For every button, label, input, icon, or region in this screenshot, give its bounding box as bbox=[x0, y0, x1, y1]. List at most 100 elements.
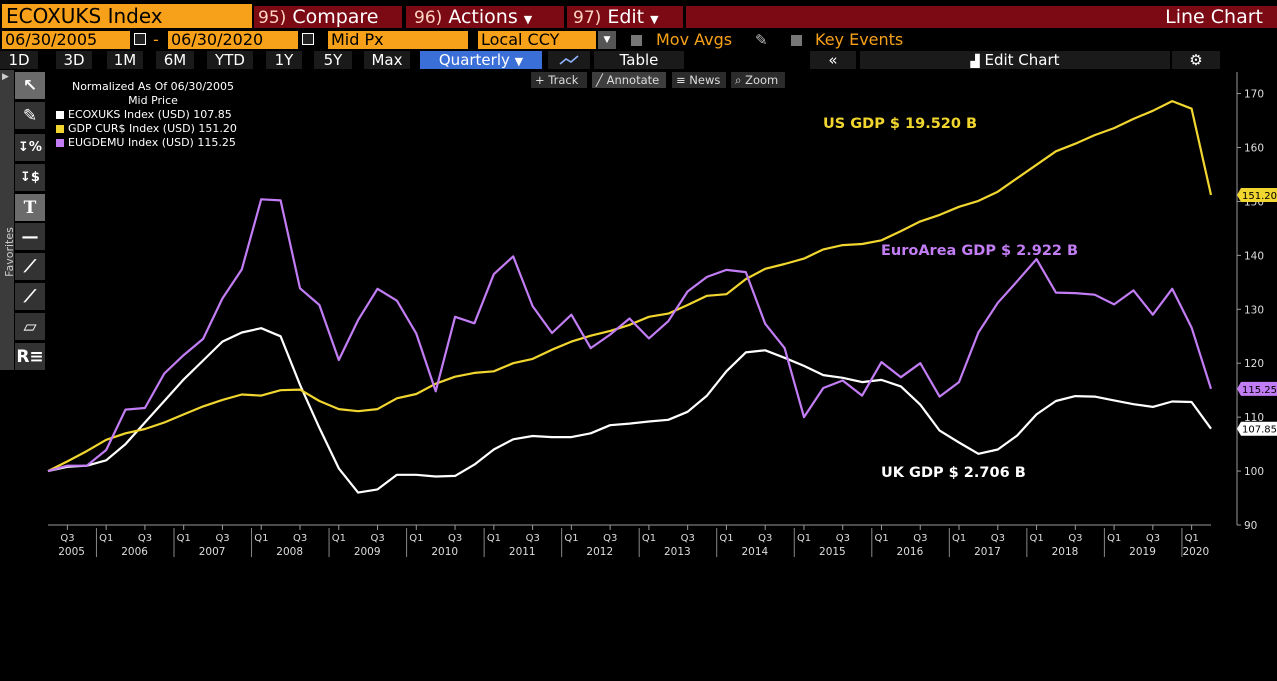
annotate-icon: ╱ bbox=[596, 73, 607, 87]
expand-arrow-icon[interactable]: ▶ bbox=[2, 72, 9, 82]
actions-number: 96) bbox=[414, 8, 443, 28]
y-tick-label: 170 bbox=[1244, 89, 1264, 101]
news-icon: ≡ bbox=[676, 73, 690, 87]
legend-item-eu: EUGDEMU Index (USD) 115.25 bbox=[56, 136, 250, 150]
currency-select[interactable]: Local CCY bbox=[478, 31, 596, 49]
ray-line-icon[interactable]: ⟋ bbox=[15, 283, 45, 311]
year-label: 2010 bbox=[431, 546, 458, 558]
legend-swatch-us bbox=[56, 125, 64, 133]
us-gdp-annotation: US GDP $ 19.520 B bbox=[823, 116, 978, 132]
percent-tool-icon[interactable]: ↧% bbox=[15, 134, 45, 162]
mov-avgs-label: Mov Avgs bbox=[656, 30, 733, 49]
x-tick-label: Q3 bbox=[913, 533, 927, 544]
x-tick-label: Q3 bbox=[1068, 533, 1082, 544]
compare-label: Compare bbox=[292, 6, 379, 28]
compare-button[interactable]: 95) Compare bbox=[254, 6, 402, 28]
edit-button[interactable]: 97) Edit ▼ bbox=[567, 6, 683, 28]
year-label: 2020 bbox=[1182, 546, 1209, 558]
year-label: 2005 bbox=[58, 546, 85, 558]
favorites-panel[interactable] bbox=[0, 70, 14, 370]
range-1y[interactable]: 1Y bbox=[266, 51, 302, 69]
range-6m[interactable]: 6M bbox=[156, 51, 194, 69]
legend-item-us: GDP CUR$ Index (USD) 151.20 bbox=[56, 122, 250, 136]
last-value-label-1: 151.20 bbox=[1242, 191, 1277, 202]
news-button[interactable]: ≡ News bbox=[672, 72, 726, 88]
draw-tool-icon[interactable]: ✎ bbox=[15, 102, 45, 130]
year-label: 2018 bbox=[1052, 546, 1079, 558]
zoom-button[interactable]: ⌕ Zoom bbox=[731, 72, 785, 88]
title-bar bbox=[686, 6, 1277, 28]
ticker-box[interactable]: ECOXUKS Index bbox=[2, 4, 252, 28]
euro-gdp-annotation: EuroArea GDP $ 2.922 B bbox=[881, 243, 1079, 259]
range-ytd[interactable]: YTD bbox=[207, 51, 253, 69]
range-1d[interactable]: 1D bbox=[0, 51, 38, 69]
series-line-2 bbox=[47, 198, 1213, 473]
uk-gdp-annotation: UK GDP $ 2.706 B bbox=[881, 465, 1026, 481]
pencil-icon[interactable]: ✎ bbox=[755, 31, 768, 49]
last-value-tag-1 bbox=[1237, 187, 1277, 202]
x-tick-label: Q3 bbox=[293, 533, 307, 544]
range-3d[interactable]: 3D bbox=[56, 51, 92, 69]
edit-chart-button[interactable]: ▟ Edit Chart bbox=[860, 51, 1170, 69]
start-date-field[interactable]: 06/30/2005 bbox=[2, 31, 130, 49]
currency-dropdown-icon[interactable]: ▼ bbox=[598, 31, 616, 49]
period-label: Quarterly bbox=[438, 51, 510, 69]
x-tick-label: Q3 bbox=[758, 533, 772, 544]
end-calendar-icon[interactable] bbox=[302, 33, 314, 45]
pointer-tool-icon[interactable]: ↖ bbox=[15, 72, 45, 100]
legend-label-eu: EUGDEMU Index (USD) bbox=[68, 136, 194, 149]
x-tick-label: Q1 bbox=[874, 533, 888, 544]
field-select[interactable]: Mid Px bbox=[328, 31, 468, 49]
line-chart-icon[interactable] bbox=[548, 51, 590, 69]
x-tick-label: Q1 bbox=[254, 533, 268, 544]
key-events-checkbox[interactable] bbox=[791, 35, 802, 46]
series-line-0 bbox=[47, 327, 1212, 494]
zoom-label: Zoom bbox=[745, 73, 779, 87]
range-max[interactable]: Max bbox=[364, 51, 410, 69]
track-label: Track bbox=[548, 73, 579, 87]
text-tool-icon[interactable]: T bbox=[15, 194, 45, 222]
list-tool-icon[interactable]: R≡ bbox=[15, 343, 45, 371]
legend-value-uk: 107.85 bbox=[193, 108, 232, 121]
compare-number: 95) bbox=[258, 8, 287, 28]
x-tick-label: Q1 bbox=[797, 533, 811, 544]
track-button[interactable]: + Track bbox=[531, 72, 587, 88]
end-date-field[interactable]: 06/30/2020 bbox=[168, 31, 298, 49]
zoom-icon: ⌕ bbox=[735, 73, 746, 87]
year-label: 2008 bbox=[276, 546, 303, 558]
period-select[interactable]: Quarterly ▼ bbox=[420, 51, 542, 69]
x-tick-label: Q3 bbox=[526, 533, 540, 544]
horizontal-line-icon[interactable]: — bbox=[15, 223, 45, 251]
x-tick-label: Q1 bbox=[642, 533, 656, 544]
mov-avgs-checkbox[interactable] bbox=[631, 35, 642, 46]
table-button[interactable]: Table bbox=[594, 51, 684, 69]
legend-value-eu: 115.25 bbox=[197, 136, 236, 149]
annotate-label: Annotate bbox=[606, 73, 660, 87]
ticker-label: ECOXUKS Index bbox=[6, 4, 163, 28]
dollar-tool-icon[interactable]: ↧$ bbox=[15, 164, 45, 192]
x-tick-label: Q3 bbox=[215, 533, 229, 544]
settings-gear-icon[interactable]: ⚙ bbox=[1172, 51, 1220, 69]
actions-arrow-icon: ▼ bbox=[523, 13, 533, 26]
period-arrow-icon: ▼ bbox=[514, 55, 524, 68]
actions-button[interactable]: 96) Actions ▼ bbox=[406, 6, 564, 28]
y-tick-label: 140 bbox=[1244, 250, 1264, 262]
x-tick-label: Q3 bbox=[371, 533, 385, 544]
trend-line-icon[interactable]: ⟋ bbox=[15, 253, 45, 281]
x-tick-label: Q3 bbox=[60, 533, 74, 544]
edit-chart-label: Edit Chart bbox=[984, 51, 1060, 69]
range-5y[interactable]: 5Y bbox=[314, 51, 352, 69]
annotate-button[interactable]: ╱ Annotate bbox=[592, 72, 666, 88]
channel-tool-icon[interactable]: ▱ bbox=[15, 313, 45, 341]
x-tick-label: Q1 bbox=[177, 533, 191, 544]
last-value-tag-2 bbox=[1237, 381, 1277, 396]
key-events-label: Key Events bbox=[815, 30, 904, 49]
range-1m[interactable]: 1M bbox=[107, 51, 143, 69]
y-tick-label: 110 bbox=[1244, 412, 1264, 424]
legend-label-us: GDP CUR$ Index (USD) bbox=[68, 122, 195, 135]
year-label: 2016 bbox=[897, 546, 924, 558]
start-calendar-icon[interactable] bbox=[134, 33, 146, 45]
x-tick-label: Q1 bbox=[952, 533, 966, 544]
collapse-icon[interactable]: « bbox=[810, 51, 856, 69]
